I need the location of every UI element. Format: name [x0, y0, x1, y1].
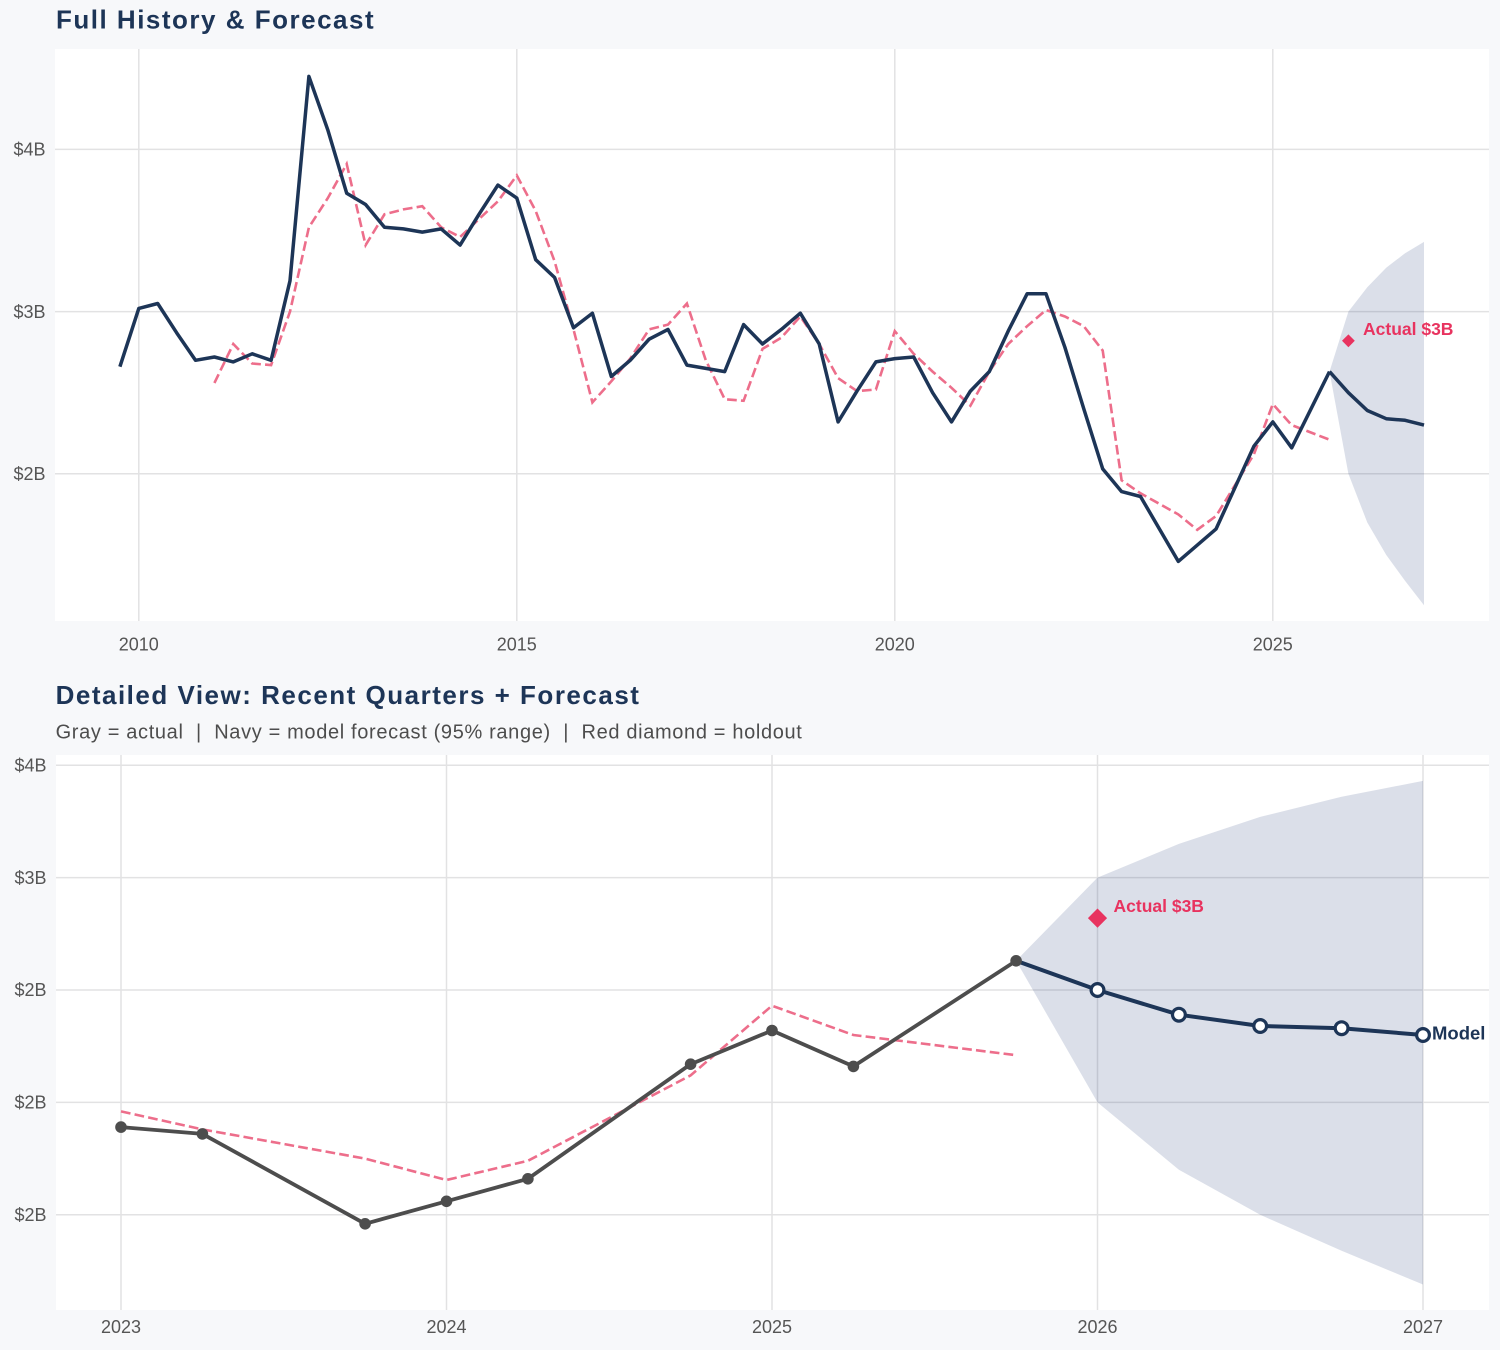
- svg-text:$4B: $4B: [14, 755, 46, 775]
- svg-text:Actual $3B: Actual $3B: [1114, 896, 1204, 916]
- svg-text:$2B: $2B: [13, 464, 45, 484]
- svg-text:$4B: $4B: [13, 140, 45, 160]
- svg-text:$2B: $2B: [14, 1205, 46, 1225]
- svg-text:Gray = actual | Navy = model: Gray = actual | Navy = model forecast (9…: [56, 722, 803, 744]
- svg-text:$3B: $3B: [14, 868, 46, 888]
- svg-text:2025: 2025: [1253, 635, 1293, 655]
- svg-text:2010: 2010: [119, 635, 159, 655]
- svg-text:Detailed View: Recent Quarters: Detailed View: Recent Quarters + Forecas…: [56, 680, 641, 710]
- svg-text:$2B: $2B: [14, 1093, 46, 1113]
- svg-text:2023: 2023: [101, 1317, 141, 1337]
- svg-text:2025: 2025: [752, 1317, 792, 1337]
- svg-text:$3B: $3B: [13, 302, 45, 322]
- svg-text:Actual $3B: Actual $3B: [1363, 319, 1453, 339]
- svg-text:2026: 2026: [1077, 1317, 1117, 1337]
- svg-text:$2B: $2B: [14, 980, 46, 1000]
- svg-text:2027: 2027: [1403, 1317, 1443, 1337]
- svg-text:2015: 2015: [497, 635, 537, 655]
- svg-text:Model: Model: [1432, 1023, 1485, 1044]
- svg-text:2024: 2024: [426, 1317, 466, 1337]
- svg-text:2020: 2020: [875, 635, 915, 655]
- svg-text:Full History & Forecast: Full History & Forecast: [56, 5, 375, 35]
